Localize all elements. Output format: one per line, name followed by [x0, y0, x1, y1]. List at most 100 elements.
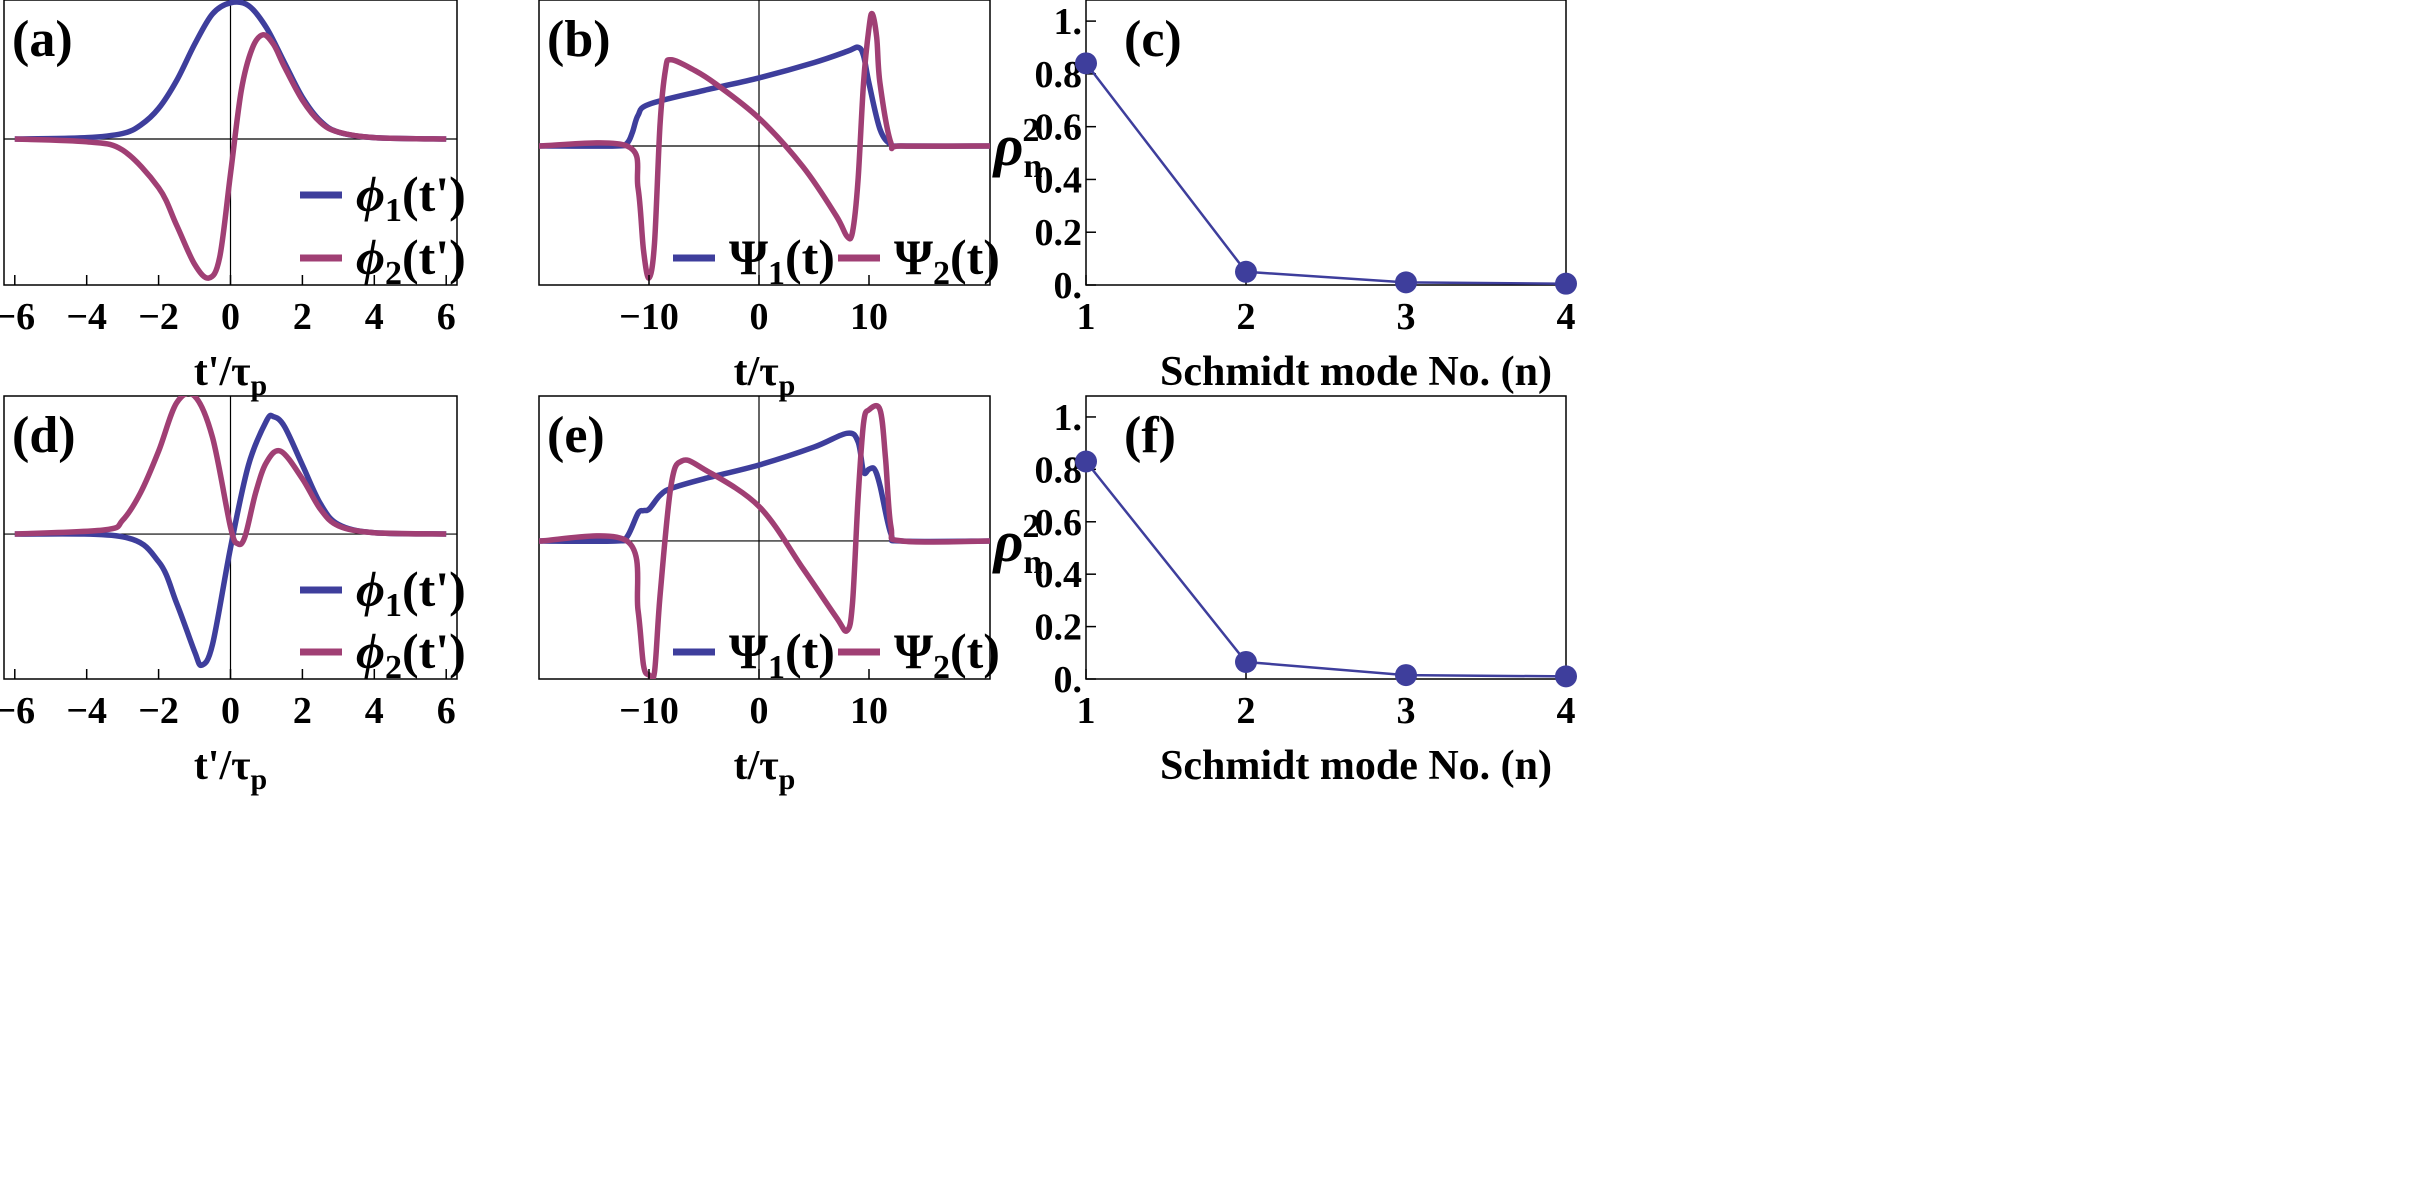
legend-label: ϕ1(t') — [356, 166, 466, 229]
y-axis-label-sub: n — [1023, 544, 1042, 581]
legend-symbol: Ψ — [894, 623, 933, 679]
x-axis-label: Schmidt mode No. (n) — [1160, 743, 1552, 789]
x-tick-label: −2 — [138, 296, 179, 338]
legend-symbol: Ψ — [894, 229, 933, 285]
legend-subscript: 1 — [385, 192, 402, 229]
y-tick-label: 0.4 — [1035, 554, 1083, 596]
x-tick-label: −2 — [138, 690, 179, 732]
legend-entry-b-2: Ψ2(t) — [838, 229, 1000, 292]
x-tick-label: 0 — [750, 296, 769, 338]
data-point-c-4 — [1555, 272, 1577, 295]
x-tick-label: 4 — [1557, 296, 1576, 338]
legend-argument: (t) — [785, 623, 835, 679]
x-axis-label-main: t'/τ — [194, 743, 251, 789]
panel-label: (b) — [547, 11, 611, 68]
y-tick-label: 0.2 — [1035, 212, 1083, 254]
x-tick-label: −4 — [66, 690, 107, 732]
legend-entry-d-1: ϕ1(t') — [300, 561, 466, 624]
legend-argument: (t') — [402, 166, 466, 222]
legend-argument: (t) — [785, 229, 835, 285]
series-line-f — [1085, 460, 1567, 678]
plot-frame — [538, 395, 991, 680]
x-axis-label: Schmidt mode No. (n) — [1160, 349, 1552, 395]
y-axis-label: ρn2 — [992, 508, 1043, 581]
y-axis-label-main: ρ — [992, 509, 1024, 574]
y-tick-label: 0.8 — [1035, 54, 1083, 96]
series-line-c — [1085, 62, 1567, 285]
x-tick-label: 4 — [1557, 690, 1576, 732]
legend-label: ϕ2(t') — [356, 229, 466, 292]
x-axis-label-sub: p — [251, 763, 268, 796]
legend-argument: (t) — [950, 623, 1000, 679]
plot-frame — [538, 0, 991, 286]
y-tick-label: 0.6 — [1035, 502, 1083, 544]
legend-symbol: ϕ — [356, 623, 385, 679]
data-point-c-1 — [1075, 52, 1097, 75]
y-axis-label-main: ρ — [992, 113, 1024, 178]
x-tick-label: 10 — [850, 690, 888, 732]
panel-label: (c) — [1124, 11, 1182, 68]
y-axis-label: ρn2 — [992, 112, 1043, 185]
x-tick-label: 4 — [365, 296, 384, 338]
legend-subscript: 2 — [933, 649, 950, 686]
x-axis-label-main: t/τ — [734, 743, 779, 789]
series-line-a-2 — [14, 32, 447, 281]
x-axis-label-main: t/τ — [734, 349, 779, 395]
data-point-c-2 — [1235, 260, 1257, 283]
x-axis-label-sub: p — [251, 369, 268, 402]
legend-argument: (t') — [402, 623, 466, 679]
legend-entry-a-1: ϕ1(t') — [300, 166, 466, 229]
x-tick-label: 1 — [1077, 690, 1096, 732]
x-axis-label: t/τp — [734, 349, 796, 402]
y-tick-label: 1. — [1054, 1, 1083, 43]
y-tick-label: 0.6 — [1035, 107, 1083, 149]
y-axis-label-sub: n — [1023, 148, 1042, 185]
legend-entry-e-2: Ψ2(t) — [838, 623, 1000, 686]
legend-label: Ψ2(t) — [894, 229, 1000, 292]
x-tick-label: 2 — [293, 296, 312, 338]
y-tick-label: 1. — [1054, 397, 1083, 439]
x-tick-label: 2 — [1237, 296, 1256, 338]
x-tick-label: 6 — [437, 296, 456, 338]
legend-subscript: 1 — [768, 649, 785, 686]
panel-label: (a) — [12, 11, 73, 68]
x-tick-label: 2 — [1237, 690, 1256, 732]
x-axis-label-sub: p — [779, 763, 796, 796]
x-tick-label: −6 — [0, 296, 35, 338]
legend-label: Ψ1(t) — [729, 623, 835, 686]
panel-a: −6 −4 −2 0 2 4 6ϕ1(t')ϕ2(t')t'/τp(a) — [0, 0, 466, 402]
y-axis-label-sup: 2 — [1022, 508, 1039, 545]
series-line-d-2 — [14, 396, 447, 548]
x-tick-label: 3 — [1397, 690, 1416, 732]
legend-subscript: 1 — [768, 255, 785, 292]
y-tick-label: 0. — [1054, 659, 1083, 701]
x-axis-label-main: t'/τ — [194, 349, 251, 395]
legend-label: Ψ2(t) — [894, 623, 1000, 686]
legend-symbol: ϕ — [356, 229, 385, 285]
legend-subscript: 2 — [385, 255, 402, 292]
data-point-f-1 — [1075, 450, 1097, 473]
panel-label: (e) — [547, 407, 605, 464]
legend-label: ϕ1(t') — [356, 561, 466, 624]
x-tick-label: −6 — [0, 690, 35, 732]
legend-entry-b-1: Ψ1(t) — [673, 229, 835, 292]
y-tick-label: 0.8 — [1035, 449, 1083, 491]
x-tick-label: 0 — [221, 690, 240, 732]
legend-symbol: Ψ — [729, 229, 768, 285]
legend-label: ϕ2(t') — [356, 623, 466, 686]
x-tick-label: 2 — [293, 690, 312, 732]
legend-subscript: 2 — [933, 255, 950, 292]
x-axis-label: t'/τp — [194, 743, 267, 796]
y-tick-label: 0.4 — [1035, 159, 1083, 201]
x-tick-label: 0 — [221, 296, 240, 338]
data-point-f-3 — [1395, 664, 1417, 687]
plot-frame — [1085, 0, 1567, 286]
panel-label: (d) — [12, 407, 76, 464]
x-axis-label-sub: p — [779, 369, 796, 402]
x-tick-label: 6 — [437, 690, 456, 732]
legend-entry-d-2: ϕ2(t') — [300, 623, 466, 686]
legend-argument: (t) — [950, 229, 1000, 285]
